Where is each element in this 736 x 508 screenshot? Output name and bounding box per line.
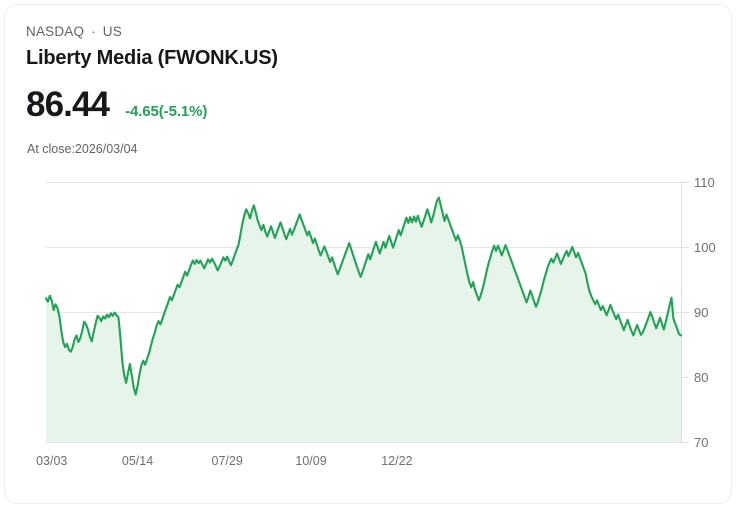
x-axis-label: 07/29 [212, 454, 243, 468]
current-price: 86.44 [26, 85, 110, 124]
price-chart[interactable]: 110 100 90 80 70 03/03 05/14 07/29 10/09 12/22 [5, 165, 732, 485]
y-axis-label: 100 [694, 240, 716, 255]
x-axis-label: 03/03 [36, 454, 67, 468]
exchange-row: NASDAQ · US [26, 23, 711, 41]
price-area-fill [46, 197, 681, 442]
market-status-text: At close:2026/03/04 [27, 142, 138, 156]
quote-header: NASDAQ · US Liberty Media (FWONK.US) [26, 23, 711, 71]
separator-dot: · [91, 24, 96, 39]
price-chart-svg[interactable]: 110 100 90 80 70 03/03 05/14 07/29 10/09 12/22 [5, 165, 732, 485]
page-title: Liberty Media (FWONK.US) [26, 47, 278, 69]
x-axis-label: 12/22 [381, 454, 412, 468]
region-label: US [102, 24, 122, 39]
y-axis-label: 80 [694, 370, 708, 385]
y-axis-label: 70 [694, 435, 708, 450]
exchange-name: NASDAQ [26, 24, 85, 39]
quote-row: 86.44 -4.65(-5.1%) [26, 85, 207, 125]
y-axis-label: 90 [694, 305, 708, 320]
x-axis-label: 10/09 [295, 454, 326, 468]
y-axis-label: 110 [694, 175, 715, 190]
price-change: -4.65(-5.1%) [125, 103, 208, 120]
stock-quote-card: NASDAQ · US Liberty Media (FWONK.US) 86.… [4, 4, 732, 504]
x-axis-label: 05/14 [122, 454, 153, 468]
price-line [44, 196, 683, 396]
